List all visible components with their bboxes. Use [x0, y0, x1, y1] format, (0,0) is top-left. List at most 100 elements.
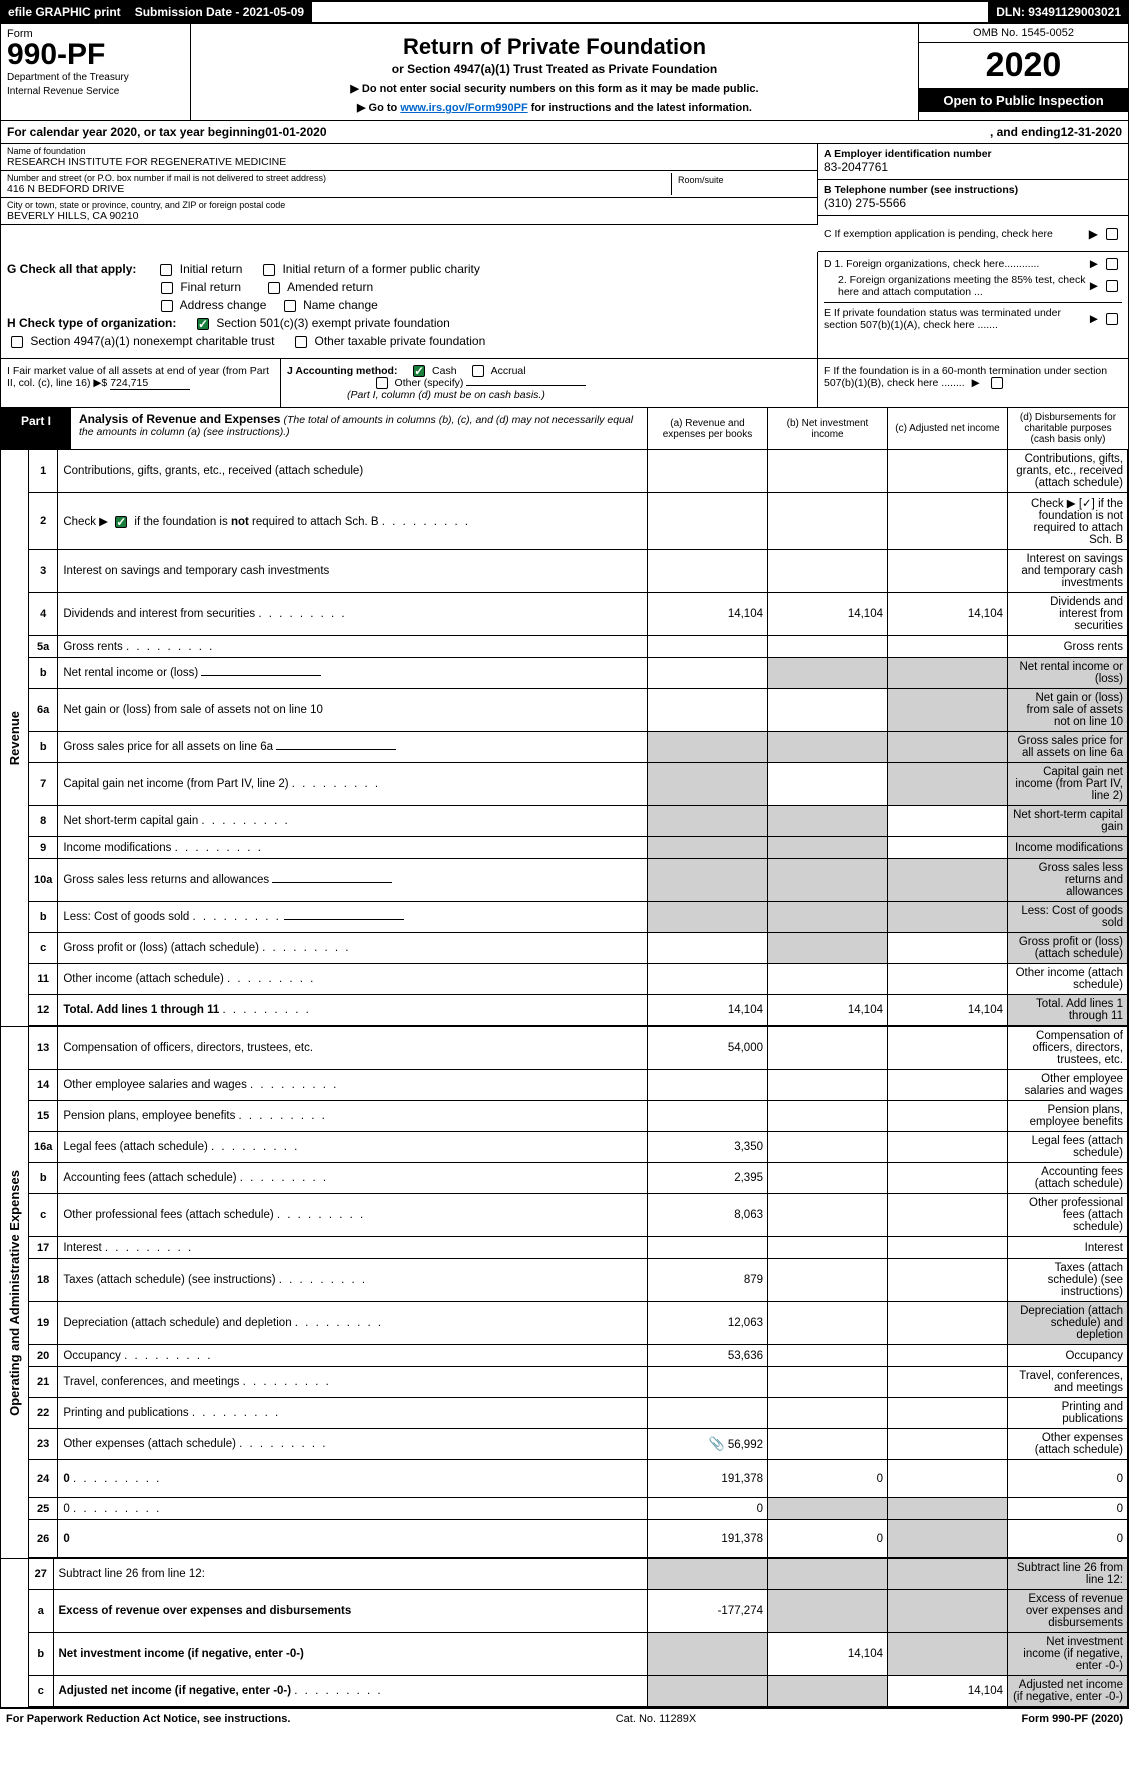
E-text: E If private foundation status was termi…	[824, 307, 1086, 331]
cb-cash[interactable]	[413, 365, 425, 377]
cell-d: Contributions, gifts, grants, etc., rece…	[1008, 450, 1128, 493]
cell-d: Other expenses (attach schedule)	[1008, 1429, 1128, 1460]
cb-85pct[interactable]	[1106, 280, 1118, 292]
row-number: 16a	[29, 1132, 58, 1163]
calendar-year-row: For calendar year 2020, or tax year begi…	[0, 121, 1129, 144]
line-G-3: Address change Name change	[7, 298, 811, 312]
D1-text: D 1. Foreign organizations, check here..…	[824, 258, 1086, 270]
note2-prefix: ▶ Go to	[357, 102, 400, 114]
row-number: 7	[29, 763, 58, 806]
row-number: 24	[29, 1460, 58, 1498]
pending-cell: C If exemption application is pending, c…	[818, 216, 1128, 252]
cell-a	[648, 1070, 768, 1101]
cell-d: Net investment income (if negative, ente…	[1008, 1633, 1128, 1676]
cell-a: 12,063	[648, 1302, 768, 1345]
cell-b	[768, 689, 888, 732]
table-row: 260191,37800	[29, 1520, 1128, 1558]
cell-a: 191,378	[648, 1520, 768, 1558]
row-desc: Adjusted net income (if negative, enter …	[53, 1676, 648, 1707]
cb-address-change[interactable]	[161, 300, 173, 312]
cell-d: Gross profit or (loss) (attach schedule)	[1008, 933, 1128, 964]
cell-d: Other professional fees (attach schedule…	[1008, 1194, 1128, 1237]
cell-c	[888, 1302, 1008, 1345]
cb-sch-b[interactable]	[115, 516, 127, 528]
phone-label: B Telephone number (see instructions)	[824, 184, 1122, 196]
g2: Final return	[180, 280, 241, 294]
line-G-2: Final return Amended return	[7, 280, 811, 294]
cell-a	[648, 1398, 768, 1429]
address-cell: Number and street (or P.O. box number if…	[7, 173, 671, 195]
revenue-side-label: Revenue	[1, 450, 29, 1026]
row-desc: Interest on savings and temporary cash i…	[58, 550, 648, 593]
F-row: F If the foundation is in a 60-month ter…	[824, 365, 1122, 389]
cell-d: 0	[1008, 1460, 1128, 1498]
cell-c: 14,104	[888, 593, 1008, 636]
cb-name-change[interactable]	[284, 300, 296, 312]
irs-link[interactable]: www.irs.gov/Form990PF	[400, 102, 527, 114]
row-desc: Net short-term capital gain	[58, 806, 648, 837]
expenses-body: 13Compensation of officers, directors, t…	[29, 1027, 1128, 1558]
tax-year: 2020	[919, 43, 1128, 89]
row-desc: 0	[58, 1520, 648, 1558]
row-number: 12	[29, 995, 58, 1026]
cell-d: Printing and publications	[1008, 1398, 1128, 1429]
h1: Section 501(c)(3) exempt private foundat…	[216, 316, 449, 330]
row-number: c	[29, 933, 58, 964]
page-footer: For Paperwork Reduction Act Notice, see …	[0, 1709, 1129, 1729]
cell-a	[648, 933, 768, 964]
cb-accrual[interactable]	[472, 365, 484, 377]
row-desc: Gross rents	[58, 636, 648, 658]
cell-d: Total. Add lines 1 through 11	[1008, 995, 1128, 1026]
line-H-2: Section 4947(a)(1) nonexempt charitable …	[7, 334, 811, 348]
row-desc: Accounting fees (attach schedule)	[58, 1163, 648, 1194]
cb-other[interactable]	[376, 377, 388, 389]
table-row: 19Depreciation (attach schedule) and dep…	[29, 1302, 1128, 1345]
revenue-table: 1Contributions, gifts, grants, etc., rec…	[29, 450, 1128, 1026]
cb-60month[interactable]	[991, 377, 1003, 389]
cal-begin: 01-01-2020	[265, 125, 326, 139]
header-left: Form 990-PF Department of the Treasury I…	[1, 24, 191, 120]
cb-final-return[interactable]	[161, 282, 173, 294]
cell-a	[648, 1676, 768, 1707]
cell-b	[768, 902, 888, 933]
cb-terminated[interactable]	[1106, 313, 1118, 325]
cell-b	[768, 964, 888, 995]
table-row: 16aLegal fees (attach schedule) 3,350Leg…	[29, 1132, 1128, 1163]
cell-c	[888, 1429, 1008, 1460]
dln: DLN: 93491129003021	[990, 2, 1127, 22]
cb-4947a1[interactable]	[11, 336, 23, 348]
foundation-name: RESEARCH INSTITUTE FOR REGENERATIVE MEDI…	[7, 156, 811, 168]
row-number: 27	[29, 1559, 53, 1590]
cb-initial-return[interactable]	[160, 264, 172, 276]
city-cell: City or town, state or province, country…	[1, 198, 818, 225]
cb-other-taxable[interactable]	[295, 336, 307, 348]
cb-initial-former[interactable]	[263, 264, 275, 276]
cell-b	[768, 1590, 888, 1633]
expenses-block: Operating and Administrative Expenses 13…	[0, 1027, 1129, 1559]
pending-checkbox[interactable]	[1106, 228, 1118, 240]
note-ssn: ▶ Do not enter social security numbers o…	[199, 82, 910, 95]
cb-foreign-org[interactable]	[1106, 258, 1118, 270]
open-to-public: Open to Public Inspection	[919, 89, 1128, 112]
col-c-hdr: (c) Adjusted net income	[888, 408, 1008, 449]
table-row: 8Net short-term capital gain Net short-t…	[29, 806, 1128, 837]
attachment-icon[interactable]: 📎	[708, 1436, 724, 1452]
cal-spacer	[327, 125, 990, 139]
table-row: bGross sales price for all assets on lin…	[29, 732, 1128, 763]
cb-501c3[interactable]	[197, 318, 209, 330]
row-number: c	[29, 1676, 53, 1707]
cell-c	[888, 1590, 1008, 1633]
table-row: cAdjusted net income (if negative, enter…	[29, 1676, 1128, 1707]
cell-b	[768, 1367, 888, 1398]
cb-amended-return[interactable]	[268, 282, 280, 294]
table-row: 17Interest Interest	[29, 1237, 1128, 1259]
cal-prefix: For calendar year 2020, or tax year begi…	[7, 125, 265, 139]
cell-b	[768, 1027, 888, 1070]
cell-c	[888, 1194, 1008, 1237]
header-right: OMB No. 1545-0052 2020 Open to Public In…	[918, 24, 1128, 120]
table-row: 20Occupancy 53,636Occupancy	[29, 1345, 1128, 1367]
row-desc: Gross profit or (loss) (attach schedule)	[58, 933, 648, 964]
note2-suffix: for instructions and the latest informat…	[528, 102, 752, 114]
cell-a	[648, 493, 768, 550]
table-row: bLess: Cost of goods sold Less: Cost of …	[29, 902, 1128, 933]
